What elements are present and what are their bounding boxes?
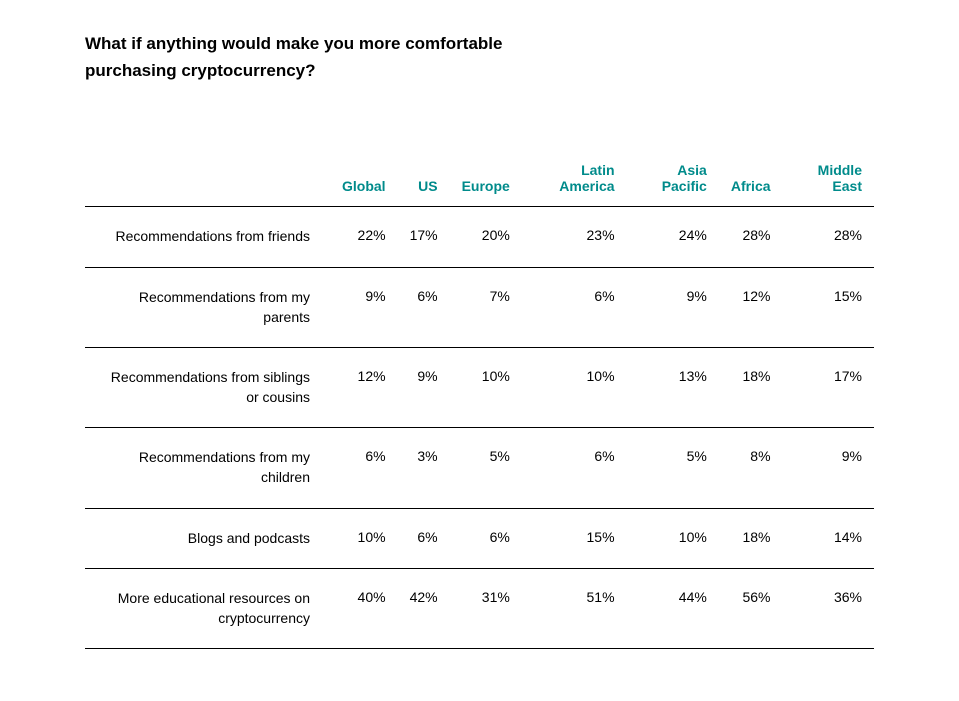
data-cell: 7%: [450, 267, 522, 347]
row-label: Recommendations from my parents: [85, 267, 330, 347]
data-cell: 14%: [783, 508, 874, 569]
row-label: More educational resources on cryptocurr…: [85, 569, 330, 649]
data-cell: 9%: [330, 267, 398, 347]
data-cell: 12%: [719, 267, 783, 347]
data-cell: 9%: [398, 348, 450, 428]
row-label: Blogs and podcasts: [85, 508, 330, 569]
data-cell: 10%: [627, 508, 719, 569]
column-header: Latin America: [522, 154, 627, 207]
data-cell: 44%: [627, 569, 719, 649]
data-cell: 6%: [398, 508, 450, 569]
data-cell: 6%: [398, 267, 450, 347]
header-empty: [85, 154, 330, 207]
data-cell: 6%: [330, 428, 398, 508]
data-cell: 5%: [627, 428, 719, 508]
data-cell: 13%: [627, 348, 719, 428]
data-cell: 23%: [522, 207, 627, 268]
page-title: What if anything would make you more com…: [85, 30, 585, 84]
data-cell: 56%: [719, 569, 783, 649]
data-cell: 5%: [450, 428, 522, 508]
data-cell: 28%: [719, 207, 783, 268]
row-label: Recommendations from friends: [85, 207, 330, 268]
table-row: Recommendations from friends 22% 17% 20%…: [85, 207, 874, 268]
data-cell: 51%: [522, 569, 627, 649]
data-cell: 36%: [783, 569, 874, 649]
table-row: Recommendations from my parents 9% 6% 7%…: [85, 267, 874, 347]
table-row: Blogs and podcasts 10% 6% 6% 15% 10% 18%…: [85, 508, 874, 569]
column-header: Asia Pacific: [627, 154, 719, 207]
data-cell: 12%: [330, 348, 398, 428]
data-cell: 40%: [330, 569, 398, 649]
data-cell: 28%: [783, 207, 874, 268]
data-cell: 9%: [783, 428, 874, 508]
data-cell: 10%: [330, 508, 398, 569]
data-cell: 22%: [330, 207, 398, 268]
row-label: Recommendations from siblings or cousins: [85, 348, 330, 428]
data-cell: 42%: [398, 569, 450, 649]
data-cell: 17%: [783, 348, 874, 428]
column-header: Africa: [719, 154, 783, 207]
data-cell: 24%: [627, 207, 719, 268]
data-cell: 20%: [450, 207, 522, 268]
column-header: Global: [330, 154, 398, 207]
data-cell: 17%: [398, 207, 450, 268]
data-cell: 8%: [719, 428, 783, 508]
data-cell: 9%: [627, 267, 719, 347]
data-cell: 10%: [522, 348, 627, 428]
data-cell: 15%: [522, 508, 627, 569]
table-row: Recommendations from siblings or cousins…: [85, 348, 874, 428]
table-header-row: Global US Europe Latin America Asia Paci…: [85, 154, 874, 207]
data-cell: 15%: [783, 267, 874, 347]
column-header: US: [398, 154, 450, 207]
column-header: Europe: [450, 154, 522, 207]
survey-table: Global US Europe Latin America Asia Paci…: [85, 154, 874, 649]
data-cell: 18%: [719, 348, 783, 428]
data-cell: 6%: [450, 508, 522, 569]
data-cell: 31%: [450, 569, 522, 649]
table-row: More educational resources on cryptocurr…: [85, 569, 874, 649]
row-label: Recommendations from my children: [85, 428, 330, 508]
data-cell: 6%: [522, 428, 627, 508]
table-row: Recommendations from my children 6% 3% 5…: [85, 428, 874, 508]
data-cell: 3%: [398, 428, 450, 508]
data-cell: 10%: [450, 348, 522, 428]
data-cell: 6%: [522, 267, 627, 347]
data-cell: 18%: [719, 508, 783, 569]
column-header: Middle East: [783, 154, 874, 207]
